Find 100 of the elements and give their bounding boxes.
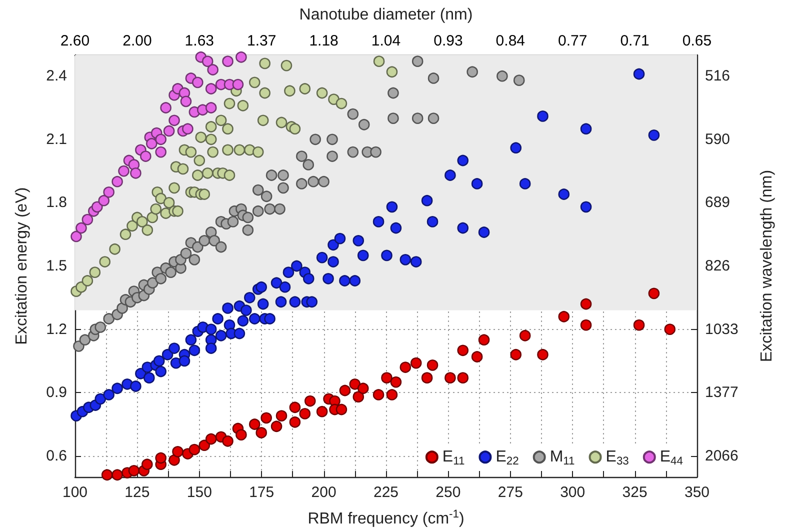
point [130,168,142,179]
point [580,298,592,310]
text: 0.71 [620,32,650,50]
point [155,452,166,464]
point [222,56,234,67]
point [457,372,469,384]
point [112,176,123,188]
point [180,96,192,108]
point [168,454,180,466]
text: 1.18 [309,32,338,50]
point [580,319,592,331]
x-tick-label: 100 [62,484,88,501]
x-tick-label: 175 [249,484,274,501]
x-tick-label: 125 [124,484,150,501]
point [304,395,316,407]
point [236,429,247,440]
point [207,64,218,76]
x-tick-label: 225 [373,484,399,501]
point [70,230,82,242]
x-tick-label: 325 [622,484,648,501]
text: 0.77 [558,32,588,50]
point [188,444,200,456]
point [146,138,158,150]
point [444,372,456,384]
point [232,78,244,90]
point [381,372,392,384]
y-axis-title: Excitation energy (eV) [14,187,30,345]
point [202,56,214,67]
point [289,416,301,428]
point [336,404,348,416]
point [205,102,217,114]
y-tick-label: 0.9 [46,384,67,402]
point [357,382,369,394]
point [558,310,570,322]
point [276,410,288,422]
text: 0.93 [434,32,463,50]
x-tick-label: 250 [436,484,461,501]
point [256,427,267,438]
point [82,214,94,226]
text: 2.00 [122,32,152,50]
point [471,351,483,362]
point [142,458,153,470]
point [386,389,398,400]
category-label: 1377 [705,384,738,402]
point [316,406,328,418]
y-tick-label: 1.8 [46,194,67,212]
point [128,465,140,476]
point [299,408,311,420]
point [349,378,361,390]
x-tick-label: 350 [684,484,710,501]
text: 1.63 [184,32,214,50]
category-label: 590 [705,130,730,148]
text: 1.37 [247,32,276,50]
point [410,357,422,369]
y-tick-label: 1.2 [46,320,67,338]
point [112,469,123,481]
y-tick-label: 1.5 [46,258,67,274]
point [118,165,130,177]
category-label: 689 [705,194,730,212]
category-label: 2066 [705,447,738,464]
point [633,319,645,331]
point [155,134,166,146]
x-tick-label: 300 [560,484,586,501]
point [260,412,272,424]
point [457,344,469,356]
point [372,389,384,400]
point [140,150,152,162]
point [168,114,180,126]
y-tick-label: 2.4 [46,68,67,85]
y-tick-label: 0.6 [46,447,67,464]
point [421,372,433,384]
category-label: 1033 [705,320,738,338]
x-tick-label: 150 [186,484,212,501]
point [163,125,175,137]
point [205,433,217,445]
point [510,348,522,360]
point [664,324,676,335]
point [192,76,204,88]
category-label: 516 [705,68,730,85]
point [98,194,110,206]
x-tick-label: 200 [311,484,336,501]
point [155,146,166,158]
point [426,360,438,371]
x2-axis-title: Nanotube diameter (nm) [299,6,473,24]
point [339,384,351,396]
point [172,446,184,458]
category-label: 826 [705,258,730,274]
point [270,420,282,432]
point [648,288,660,300]
point [182,123,194,134]
point [198,440,210,451]
y2-axis-title: Excitation wavelength (nm) [758,170,776,362]
y-tick-label: 2.1 [46,130,67,148]
point [400,362,412,373]
point [289,402,301,414]
point [537,348,548,360]
point [478,334,490,346]
text: 1.04 [371,32,401,50]
text: 0.65 [682,32,712,50]
point [519,330,531,342]
